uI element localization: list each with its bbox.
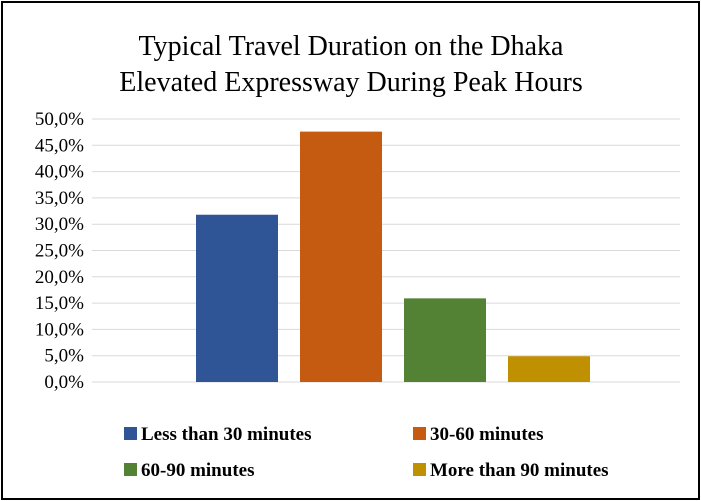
- legend-label-less-than-30-minutes: Less than 30 minutes: [141, 424, 312, 445]
- legend-swatch-less-than-30-minutes: [124, 427, 137, 440]
- bar-60-90-minutes: [404, 298, 486, 382]
- y-tick-label: 50,0%: [35, 109, 84, 130]
- legend-label-60-90-minutes: 60-90 minutes: [141, 460, 254, 481]
- legend-swatch-30-60-minutes: [413, 427, 426, 440]
- legend-swatch-60-90-minutes: [124, 463, 137, 476]
- gridlines: [92, 118, 680, 383]
- bar-more-than-90-minutes: [508, 356, 590, 382]
- y-tick-label: 15,0%: [35, 293, 84, 314]
- legend-label-more-than-90-minutes: More than 90 minutes: [430, 460, 609, 481]
- legend: Less than 30 minutes 30-60 minutes 60-90 m…: [124, 424, 609, 481]
- chart-title-line-1: Typical Travel Duration on the Dhaka: [139, 31, 565, 62]
- chart-title-line-2: Elevated Expressway During Peak Hours: [119, 67, 582, 98]
- bar-less-than-30-minutes: [196, 214, 278, 382]
- y-tick-label: 40,0%: [35, 162, 84, 183]
- y-tick-label: 5,0%: [44, 346, 84, 367]
- bar-30-60-minutes: [300, 131, 382, 382]
- y-axis-tick-labels: 0,0% 5,0% 10,0% 15,0% 20,0% 25,0% 30,0% 35,0% 40…: [35, 109, 84, 393]
- y-tick-label: 0,0%: [44, 372, 84, 393]
- y-tick-label: 25,0%: [35, 241, 84, 262]
- legend-swatch-more-than-90-minutes: [413, 463, 426, 476]
- y-tick-label: 10,0%: [35, 319, 84, 340]
- y-tick-label: 35,0%: [35, 188, 84, 209]
- legend-label-30-60-minutes: 30-60 minutes: [430, 424, 543, 445]
- y-tick-label: 20,0%: [35, 267, 84, 288]
- bars: [196, 131, 590, 382]
- y-tick-label: 45,0%: [35, 135, 84, 156]
- y-tick-label: 30,0%: [35, 214, 84, 235]
